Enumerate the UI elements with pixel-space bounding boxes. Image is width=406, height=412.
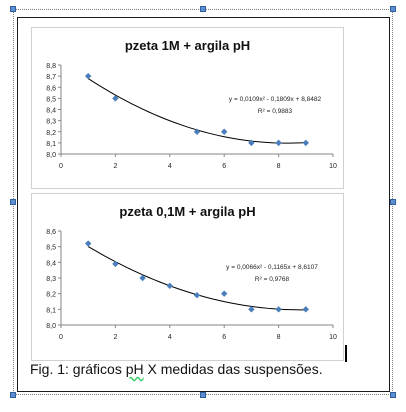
x-tick-label: 4 (168, 163, 172, 170)
resize-handle-bottom-middle[interactable] (200, 392, 206, 398)
x-tick-label: 2 (113, 163, 117, 170)
y-tick-label: 8,4 (46, 260, 56, 267)
data-point[interactable] (193, 128, 201, 135)
x-tick-label: 4 (168, 334, 172, 341)
resize-handle-bottom-right[interactable] (390, 392, 396, 398)
x-tick-label: 6 (222, 163, 226, 170)
x-tick-label: 6 (222, 334, 226, 341)
chart-title: pzeta 1M + argila pH (124, 38, 251, 53)
data-point[interactable] (248, 306, 255, 313)
y-tick-label: 8,8 (46, 63, 56, 70)
resize-handle-top-middle[interactable] (200, 6, 206, 12)
trendline-equation: y = 0,0066x² - 0,1165x + 8,6107 (226, 264, 318, 271)
y-tick-label: 8,4 (46, 108, 56, 115)
x-tick-label: 8 (277, 163, 281, 170)
data-point[interactable] (275, 139, 282, 147)
y-tick-label: 8,0 (46, 323, 56, 330)
data-point[interactable] (221, 128, 228, 135)
y-tick-label: 8,5 (46, 96, 56, 103)
caption-prefix: Fig. 1: gráficos (30, 361, 126, 377)
chart-svg-2: 8,0 8,1 8,2 8,3 8,4 8,5 8,6 0 2 4 6 8 10 y = 0,0066x²… (46, 229, 337, 341)
x-tick-label: 8 (277, 334, 281, 341)
data-point[interactable] (221, 290, 228, 297)
chart-panel-2[interactable]: pzeta 0,1M + argila pH 8,0 8,1 8,2 8,3 8,4 8,… (31, 193, 344, 361)
resize-handle-middle-right[interactable] (390, 199, 396, 205)
figure-caption[interactable]: Fig. 1: gráficos pH X medidas das suspen… (30, 361, 323, 377)
data-point[interactable] (85, 240, 92, 247)
data-point[interactable] (275, 306, 282, 313)
data-point[interactable] (112, 260, 119, 268)
y-tick-label: 8,1 (46, 307, 56, 314)
trendline-equation: y = 0,0109x² - 0,1809x + 8,8482 (229, 96, 322, 103)
x-tick-label: 2 (113, 334, 117, 341)
chart-title: pzeta 0,1M + argila pH (119, 204, 256, 219)
y-tick-label: 8,6 (46, 85, 56, 92)
resize-handle-bottom-left[interactable] (10, 392, 16, 398)
text-cursor (345, 345, 347, 362)
x-tick-label: 10 (329, 163, 337, 170)
y-tick-label: 8,0 (46, 152, 56, 159)
r-squared-label: R² = 0,9883 (258, 108, 293, 115)
x-tick-label: 10 (329, 334, 337, 341)
resize-handle-top-left[interactable] (10, 6, 16, 12)
chart-panel-1[interactable]: pzeta 1M + argila pH 8,0 8,1 8,2 8,3 8,4 8,5 8… (31, 27, 344, 189)
y-tick-label: 8,5 (46, 245, 56, 252)
caption-ph-word: pH (125, 361, 144, 377)
resize-handle-middle-left[interactable] (10, 199, 16, 205)
y-tick-label: 8,1 (46, 141, 56, 148)
data-point[interactable] (302, 306, 309, 313)
r-squared-label: R² = 0,9768 (255, 276, 290, 283)
data-point[interactable] (139, 274, 146, 282)
data-point[interactable] (112, 95, 119, 102)
data-point[interactable] (193, 292, 201, 299)
y-tick-label: 8,3 (46, 276, 56, 283)
resize-handle-top-right[interactable] (390, 6, 396, 12)
caption-suffix: X medidas das suspensões. (143, 361, 323, 377)
data-point[interactable] (85, 72, 92, 80)
y-tick-label: 8,6 (46, 229, 56, 236)
y-tick-label: 8,2 (46, 292, 56, 299)
chart-svg-1: 8,0 8,1 8,2 8,3 8,4 8,5 8,6 8,7 8,8 0 2 4 6 8 10 y = 0,… (46, 63, 337, 170)
data-point[interactable] (166, 282, 173, 290)
y-tick-label: 8,7 (46, 74, 56, 81)
x-tick-label: 0 (59, 334, 63, 341)
data-point[interactable] (302, 139, 309, 147)
y-tick-label: 8,3 (46, 119, 56, 126)
x-tick-label: 0 (59, 163, 63, 170)
y-tick-label: 8,2 (46, 130, 56, 137)
